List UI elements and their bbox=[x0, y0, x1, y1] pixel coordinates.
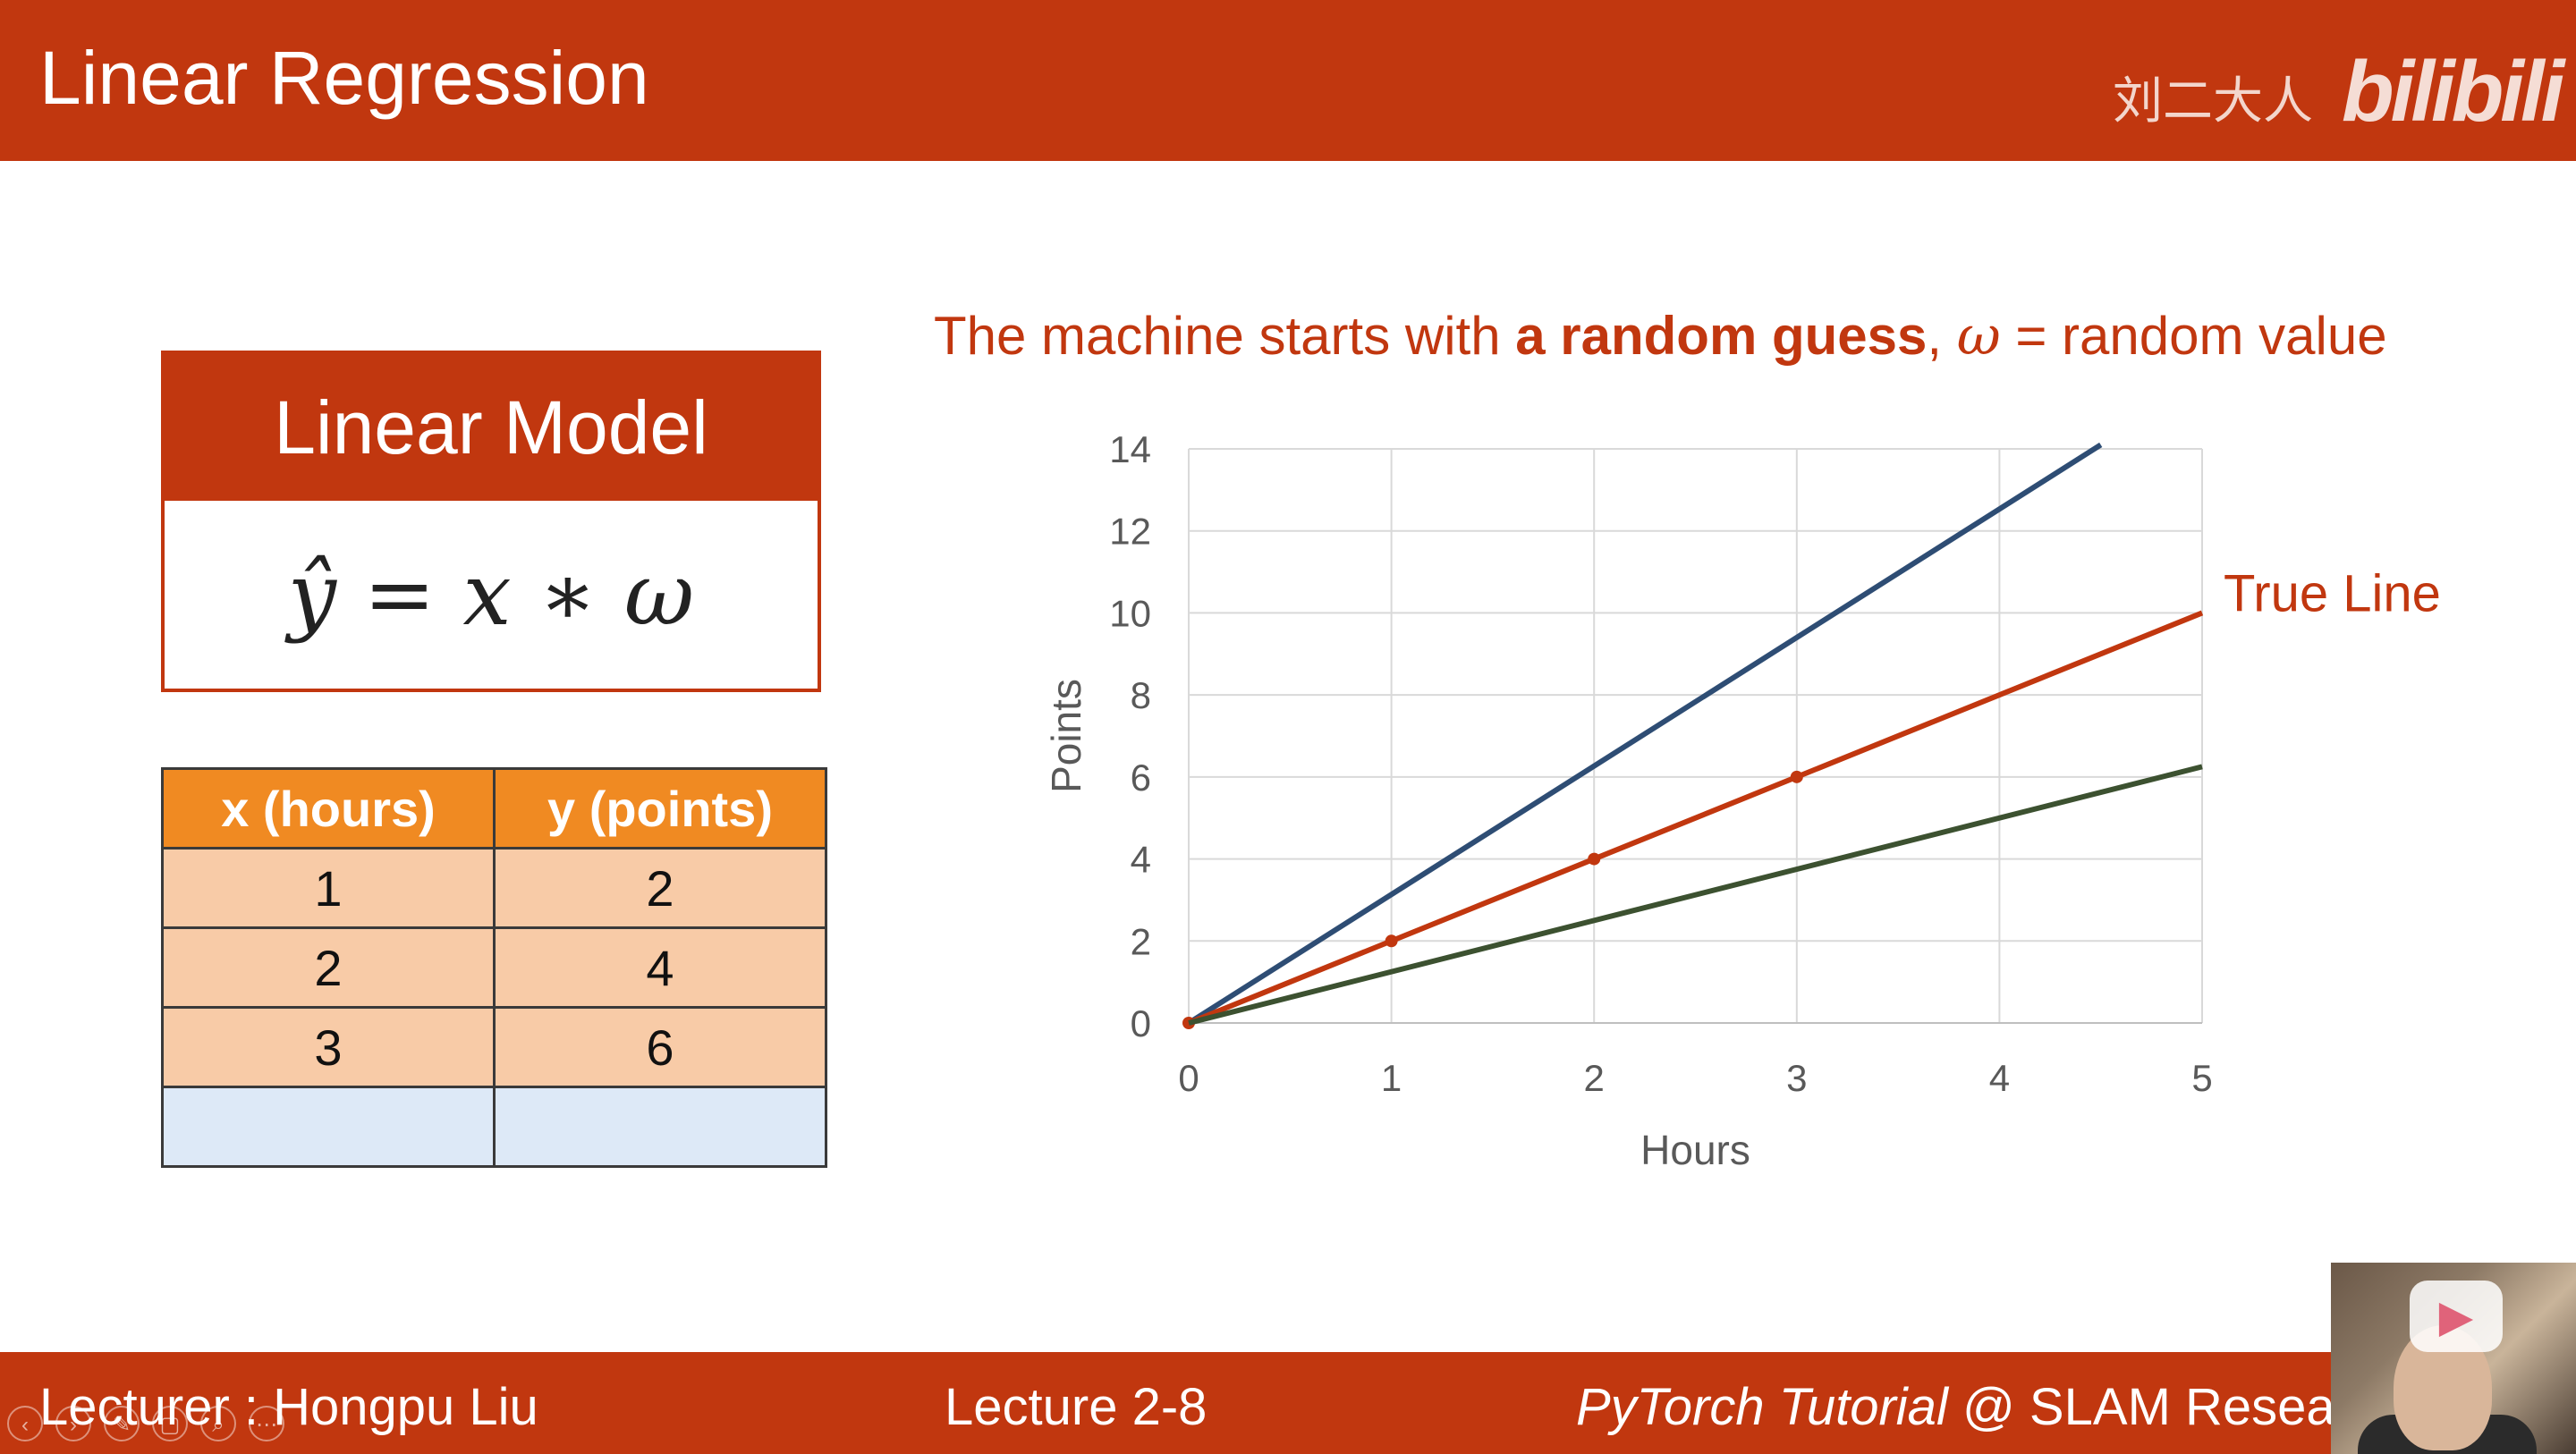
data-point bbox=[1385, 934, 1398, 948]
y-axis-label: Points bbox=[1043, 679, 1089, 793]
x-tick-label: 4 bbox=[1989, 1057, 2010, 1099]
data-point bbox=[1588, 852, 1601, 866]
series-line bbox=[1187, 610, 2204, 1026]
cell-y: 6 bbox=[493, 1006, 827, 1088]
chart-grid bbox=[1188, 448, 2203, 1024]
caption-rest: = random value bbox=[2000, 306, 2387, 366]
slide-title: Linear Regression bbox=[39, 36, 649, 120]
header-bar: Linear Regression 刘二大人 bilibili bbox=[0, 0, 2576, 161]
linear-model-title: Linear Model bbox=[165, 354, 818, 501]
data-table: x (hours) y (points) 1 2 2 4 3 6 bbox=[161, 767, 827, 1168]
footer-course-org: @ SLAM Resear bbox=[1947, 1378, 2352, 1436]
cell-y: 4 bbox=[493, 926, 827, 1009]
footer-course-title: PyTorch Tutorial bbox=[1576, 1378, 1948, 1436]
slides-grid-icon[interactable]: ▢ bbox=[152, 1406, 188, 1441]
y-tick-label: 0 bbox=[1131, 1002, 1151, 1044]
x-tick-label: 3 bbox=[1786, 1057, 1807, 1099]
cell-x: 2 bbox=[161, 926, 496, 1009]
linear-model-formula: ŷ = x ∗ ω bbox=[287, 545, 695, 645]
pen-icon[interactable]: ✎ bbox=[104, 1406, 140, 1441]
x-axis-label: Hours bbox=[1640, 1127, 1750, 1173]
next-slide-icon[interactable]: › bbox=[55, 1406, 91, 1441]
y-tick-label: 14 bbox=[1109, 428, 1151, 470]
header-y: y (points) bbox=[493, 767, 827, 850]
data-point bbox=[1790, 770, 1803, 783]
more-options-icon[interactable]: ⋯ bbox=[249, 1406, 284, 1441]
caption-omega: ω bbox=[1956, 305, 2001, 368]
series-line bbox=[1188, 764, 2203, 1026]
table-row: 1 2 bbox=[161, 847, 827, 929]
zoom-icon[interactable]: ⌕ bbox=[200, 1406, 236, 1441]
footer-course: PyTorch Tutorial @ SLAM Resear bbox=[1576, 1372, 2352, 1443]
chart-series bbox=[1182, 442, 2204, 1029]
caption-comma: , bbox=[1927, 306, 1957, 366]
author-watermark: 刘二大人 bbox=[2113, 72, 2313, 131]
y-tick-label: 10 bbox=[1109, 592, 1151, 634]
cell-x: 3 bbox=[161, 1006, 496, 1088]
cell-y: 2 bbox=[493, 847, 827, 929]
play-icon[interactable]: ▶ bbox=[2410, 1281, 2503, 1352]
x-tick-label: 1 bbox=[1381, 1057, 1402, 1099]
y-tick-label: 2 bbox=[1131, 920, 1151, 962]
series-label: True Line bbox=[2224, 564, 2441, 622]
footer-lecture-number: Lecture 2-8 bbox=[945, 1378, 1208, 1436]
webcam-overlay: ▶ bbox=[2331, 1263, 2576, 1454]
x-tick-label: 5 bbox=[2191, 1057, 2212, 1099]
x-tick-label: 2 bbox=[1584, 1057, 1605, 1099]
header-x: x (hours) bbox=[161, 767, 496, 850]
y-tick-label: 12 bbox=[1109, 511, 1151, 553]
slideshow-controls: ‹ › ✎ ▢ ⌕ ⋯ bbox=[7, 1406, 284, 1445]
cell-x: 1 bbox=[161, 847, 496, 929]
chart-caption: The machine starts with a random guess, … bbox=[934, 300, 2387, 372]
table-row: 3 6 bbox=[161, 1006, 827, 1088]
caption-text: The machine starts with bbox=[934, 306, 1516, 366]
table-row-empty bbox=[161, 1086, 827, 1168]
table-row: 2 4 bbox=[161, 926, 827, 1009]
cell-y bbox=[493, 1086, 827, 1168]
cell-x bbox=[161, 1086, 496, 1168]
y-tick-label: 6 bbox=[1131, 757, 1151, 799]
linear-model-box: Linear Model ŷ = x ∗ ω bbox=[161, 351, 821, 692]
footer-bar: Lecturer : Hongpu Liu Lecture 2-8 PyTorc… bbox=[0, 1352, 2576, 1454]
series-line bbox=[1187, 442, 2103, 1026]
x-tick-label: 0 bbox=[1178, 1057, 1199, 1099]
y-tick-label: 4 bbox=[1131, 839, 1151, 881]
table-header-row: x (hours) y (points) bbox=[161, 767, 827, 850]
bilibili-logo: bilibili bbox=[2342, 44, 2564, 139]
caption-bold: a random guess bbox=[1515, 306, 1928, 366]
previous-slide-icon[interactable]: ‹ bbox=[7, 1406, 43, 1441]
y-tick-label: 8 bbox=[1131, 674, 1151, 716]
